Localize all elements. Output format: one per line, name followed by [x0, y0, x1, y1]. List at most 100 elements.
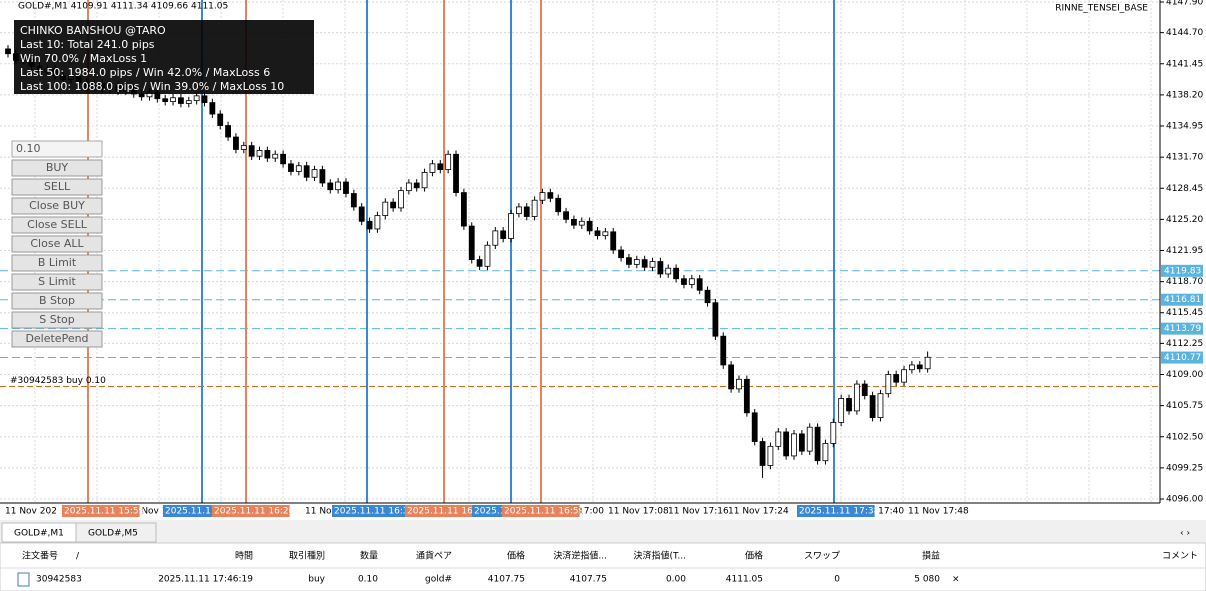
trade-button-label[interactable]: B Stop [39, 294, 75, 307]
table-cell: 4107.75 [570, 575, 607, 585]
trade-button-label[interactable]: Close BUY [29, 199, 85, 212]
y-tick-label: 4118.70 [1166, 277, 1203, 287]
candle-body [413, 182, 420, 189]
y-tick-label: 4131.70 [1166, 153, 1203, 163]
x-tick-label: 11 Nov 1 [127, 507, 167, 517]
event-label: 2025.11.11 17:38 [799, 507, 880, 517]
event-label-bg [212, 505, 290, 517]
candle-body [696, 278, 703, 291]
trade-button[interactable] [11, 235, 103, 253]
candle-body [814, 426, 821, 462]
candle-body [468, 225, 475, 260]
trade-button[interactable] [11, 254, 103, 272]
event-label-bg [163, 505, 213, 517]
candle-body [618, 249, 624, 259]
candle-body [885, 374, 892, 395]
candle-body [256, 150, 263, 157]
candle-body [523, 206, 530, 217]
event-label-bg [332, 505, 410, 517]
table-cell: 0.00 [666, 575, 686, 585]
event-label: 2025.11.11 16:4 [407, 507, 482, 517]
candle-body [398, 190, 404, 209]
chart-tab-label[interactable]: GOLD#,M1 [14, 529, 64, 539]
chart-tab-label[interactable]: GOLD#,M5 [88, 529, 138, 539]
candle-body [429, 163, 436, 173]
event-label-bg [62, 505, 140, 517]
trade-button-label[interactable]: S Stop [39, 313, 75, 326]
candle-body [806, 426, 813, 452]
candle-body [610, 231, 617, 251]
table-header: 注文番号 [22, 550, 58, 562]
candle-body [138, 93, 145, 98]
trade-button[interactable] [11, 178, 103, 196]
trade-button-label[interactable]: Close SELL [27, 218, 88, 231]
table-bg [0, 542, 1206, 591]
candle-body [272, 153, 279, 159]
trade-button-label[interactable]: BUY [46, 161, 69, 174]
chart-tab[interactable] [75, 522, 157, 543]
trade-button-label[interactable]: B Limit [38, 256, 77, 269]
trade-button[interactable] [11, 159, 103, 177]
candle-body [484, 244, 491, 267]
candle-body [248, 145, 255, 157]
event-label-bg [502, 505, 580, 517]
y-tick-label: 4115.45 [1166, 308, 1203, 318]
y-tick-label: 4105.75 [1166, 401, 1203, 411]
trade-button[interactable] [11, 292, 103, 310]
event-label: 2025.11.11 16:59 [504, 507, 585, 517]
candle-body [909, 364, 915, 371]
candle-body [201, 95, 208, 103]
trade-button-label[interactable]: DeletePend [25, 332, 88, 345]
candle-body [209, 102, 216, 115]
candle-body [594, 230, 601, 237]
candle-body [405, 182, 412, 192]
candle-body [264, 150, 271, 159]
event-label: 2025.11.11 [165, 507, 217, 517]
candle-body [861, 383, 868, 396]
trade-button-label[interactable]: Close ALL [30, 237, 84, 250]
y-tick-label: 4096.00 [1166, 495, 1203, 505]
trade-button[interactable] [11, 273, 103, 291]
trade-button[interactable] [11, 311, 103, 329]
trade-button[interactable] [11, 197, 103, 215]
candle-body [531, 199, 538, 217]
table-header: 決済指値(T... [633, 550, 686, 562]
table-cell: 5 080 [914, 575, 940, 585]
candle-body [319, 169, 326, 184]
candle-body [185, 100, 192, 104]
trade-button[interactable] [11, 216, 103, 234]
candle-body [759, 441, 766, 466]
event-label: 2025.1 [474, 507, 506, 517]
candle-body [343, 181, 349, 194]
candle-body [649, 261, 656, 268]
trade-button[interactable] [11, 330, 103, 348]
candle-body [193, 95, 200, 102]
info-line: Win 70.0% / MaxLoss 1 [20, 52, 147, 65]
candle-body [374, 215, 381, 230]
candle-body [539, 192, 546, 201]
level-label-bg [1161, 322, 1203, 335]
candle-body [492, 230, 499, 246]
lots-input[interactable] [11, 140, 103, 158]
y-tick-label: 4109.00 [1166, 370, 1203, 380]
candle-body [657, 261, 664, 275]
candle-body [853, 383, 860, 412]
candle-body [162, 98, 169, 102]
table-cell: 0.10 [358, 575, 378, 585]
table-header: 価格 [507, 550, 525, 562]
trade-button-label[interactable]: SELL [44, 180, 71, 193]
candle-body [838, 398, 845, 423]
level-label: 4113.79 [1164, 324, 1201, 334]
trade-button-label[interactable]: S Limit [38, 275, 76, 288]
candle-body [626, 257, 632, 265]
candle-body [901, 369, 907, 383]
candle-body [704, 289, 711, 304]
close-icon[interactable]: × [952, 575, 960, 585]
level-label-bg [1161, 351, 1203, 364]
x-tick-label: 11 Nov 17:08 [608, 507, 669, 517]
lots-value: 0.10 [16, 142, 41, 155]
candle-body [798, 433, 805, 452]
candle-body [775, 431, 782, 447]
